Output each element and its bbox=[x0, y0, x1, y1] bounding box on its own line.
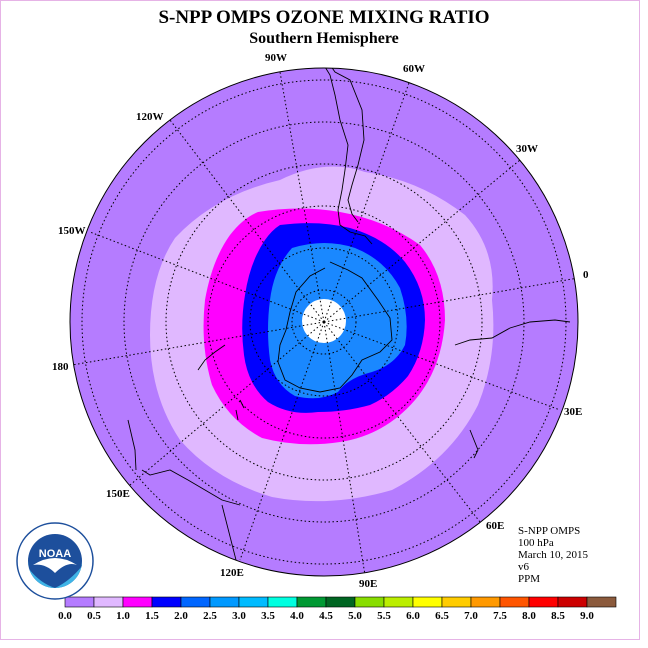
lon-label-0: 0 bbox=[583, 269, 589, 281]
meridian-180 bbox=[71, 321, 325, 366]
lon-label-90e: 90E bbox=[359, 578, 377, 590]
colorbar-tick-label: 4.5 bbox=[319, 610, 333, 622]
lon-label-30w: 30W bbox=[516, 143, 538, 155]
colorbar-swatch bbox=[557, 596, 588, 608]
colorbar-tick-label: 8.0 bbox=[522, 610, 536, 622]
colorbar-swatch bbox=[383, 596, 414, 608]
graticule bbox=[71, 71, 578, 576]
colorbar-tick-label: 6.5 bbox=[435, 610, 449, 622]
svg-text:NOAA: NOAA bbox=[39, 548, 71, 560]
colorbar-swatch bbox=[412, 596, 443, 608]
instrument-name: S-NPP OMPS bbox=[518, 525, 581, 537]
map-boundary bbox=[69, 67, 579, 577]
colorbar-tick-label: 7.0 bbox=[464, 610, 478, 622]
colorbar-swatch bbox=[528, 596, 559, 608]
colorbar-tick-label: 1.5 bbox=[145, 610, 159, 622]
colorbar-swatch bbox=[180, 596, 211, 608]
data-date: March 10, 2015 bbox=[518, 549, 588, 561]
parallel-80s bbox=[291, 289, 357, 355]
parallel-30s bbox=[81, 79, 567, 565]
pressure-level: 100 hPa bbox=[518, 537, 554, 549]
data-version: v6 bbox=[518, 561, 529, 573]
noaa-logo-icon: NOAA bbox=[16, 522, 94, 600]
colorbar-swatch bbox=[267, 596, 298, 608]
colorbar-tick-label: 0.5 bbox=[87, 610, 101, 622]
lon-label-60e: 60E bbox=[486, 520, 504, 532]
colorbar-swatch bbox=[93, 596, 124, 608]
meridian-60w bbox=[323, 79, 411, 323]
colorbar-tick-label: 3.5 bbox=[261, 610, 275, 622]
parallel-70s bbox=[249, 247, 399, 397]
noaa-logo: NOAA bbox=[15, 521, 95, 601]
colorbar-swatch bbox=[296, 596, 327, 608]
colorbar-tick-label: 2.0 bbox=[174, 610, 188, 622]
colorbar-tick-label: 0.0 bbox=[58, 610, 72, 622]
colorbar-swatch bbox=[238, 596, 269, 608]
parallel-60s bbox=[207, 205, 441, 439]
map-subtitle: Southern Hemisphere bbox=[249, 30, 399, 47]
lon-label-180: 180 bbox=[52, 361, 69, 373]
colorbar-swatch bbox=[586, 596, 617, 608]
meridian-0 bbox=[323, 277, 578, 323]
antarctica-coast bbox=[277, 261, 393, 393]
colorbar-tick-label: 2.5 bbox=[203, 610, 217, 622]
lon-label-30e: 30E bbox=[564, 406, 582, 418]
product-info: S-NPP OMPS 100 hPa March 10, 2015 v6 PPM bbox=[518, 525, 588, 585]
lon-label-120e: 120E bbox=[220, 567, 244, 579]
meridian-90e bbox=[323, 321, 366, 576]
colorbar-swatch bbox=[151, 596, 182, 608]
parallel-40s bbox=[123, 121, 525, 523]
colorbar-swatch bbox=[325, 596, 356, 608]
lon-label-90w: 90W bbox=[265, 52, 287, 64]
colorbar-tick-label: 3.0 bbox=[232, 610, 246, 622]
colorbar-swatch bbox=[441, 596, 472, 608]
data-units: PPM bbox=[518, 573, 541, 585]
colorbar-swatch bbox=[499, 596, 530, 608]
lon-label-60w: 60W bbox=[403, 63, 425, 75]
colorbar-swatch bbox=[470, 596, 501, 608]
colorbar-tick-label: 5.0 bbox=[348, 610, 362, 622]
madagascar-coast bbox=[469, 429, 479, 459]
page-frame bbox=[0, 0, 640, 640]
lon-label-150e: 150E bbox=[106, 488, 130, 500]
parallel-50s bbox=[165, 163, 483, 481]
lon-label-150w: 150W bbox=[58, 225, 86, 237]
colorbar-tick-label: 9.0 bbox=[580, 610, 594, 622]
lon-label-120w: 120W bbox=[136, 111, 164, 123]
colorbar-swatch bbox=[354, 596, 385, 608]
colorbar-tick-label: 5.5 bbox=[377, 610, 391, 622]
colorbar-tick-label: 6.0 bbox=[406, 610, 420, 622]
south-pole-marker bbox=[322, 320, 326, 324]
colorbar-swatch bbox=[209, 596, 240, 608]
africa-coast bbox=[454, 319, 571, 346]
colorbar-swatch bbox=[122, 596, 153, 608]
colorbar-tick-label: 8.5 bbox=[551, 610, 565, 622]
colorbar-tick-label: 4.0 bbox=[290, 610, 304, 622]
colorbar: 0.0 0.5 1.0 1.5 2.0 2.5 3.0 3.5 4.0 4.5 5.0 5.5 6.0 6… bbox=[58, 596, 617, 622]
colorbar-tick-label: 1.0 bbox=[116, 610, 130, 622]
meridian-150w bbox=[89, 231, 325, 323]
colorbar-tick-label: 7.5 bbox=[493, 610, 507, 622]
map-title: S-NPP OMPS OZONE MIXING RATIO bbox=[158, 7, 490, 28]
south-america-coast bbox=[321, 68, 373, 245]
